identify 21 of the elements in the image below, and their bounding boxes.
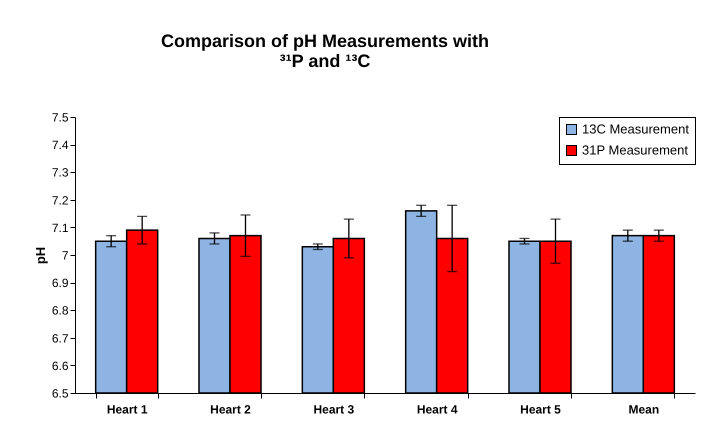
x-tick-label: Heart 2 — [210, 402, 252, 416]
x-tick-label: Mean — [628, 402, 660, 416]
y-tick-label: 6.8 — [52, 304, 69, 318]
y-tick-label: 7.1 — [52, 220, 69, 235]
y-tick-label: 7 — [62, 248, 69, 262]
y-tick-label: 6.9 — [52, 276, 69, 290]
chart-title: Comparison of pH Measurements with ³¹P and ¹³C — [160, 31, 490, 71]
y-tick-label: 7.4 — [52, 138, 69, 152]
x-tick-label: Heart 1 — [106, 402, 148, 416]
y-axis-title: pH — [32, 246, 48, 264]
x-tick-label: Heart 5 — [520, 402, 562, 416]
y-tick-label: 6.7 — [52, 331, 69, 346]
x-tick-label: Heart 4 — [416, 402, 458, 416]
y-tick-label: 6.6 — [52, 358, 69, 373]
legend-label: 31P Measurement — [582, 142, 688, 158]
y-tick-label: 7.2 — [52, 193, 69, 208]
y-tick-label: 6.5 — [52, 386, 69, 400]
x-tick-label: Heart 3 — [313, 402, 355, 416]
legend-label: 13C Measurement — [582, 122, 690, 136]
y-tick-label: 7.5 — [52, 110, 69, 124]
y-tick-label: 7.3 — [52, 166, 69, 180]
